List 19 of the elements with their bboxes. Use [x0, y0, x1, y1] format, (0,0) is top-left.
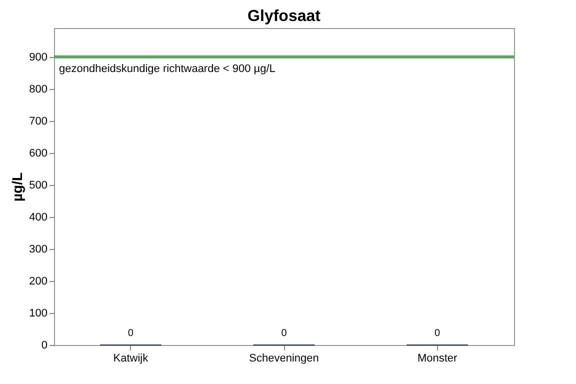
data-label: 0 [128, 328, 134, 339]
x-tick-label: Katwijk [113, 352, 149, 364]
y-axis-title: µg/L [9, 172, 26, 202]
y-tick-label: 800 [29, 83, 48, 96]
y-tick-label: 200 [29, 275, 48, 288]
ref-line-label: gezondheidskundige richtwaarde < 900 µg/L [59, 62, 276, 75]
y-tick-label: 500 [29, 179, 48, 192]
y-tick-label: 100 [29, 307, 48, 320]
data-label: 0 [434, 328, 441, 339]
data-label: 0 [281, 328, 288, 339]
y-tick-label: 900 [29, 51, 48, 64]
x-tick-label: Scheveningen [249, 352, 319, 364]
y-tick-label: 300 [29, 243, 48, 256]
chart-title: Glyfosaat [248, 8, 322, 25]
x-tick-label: Monster [417, 352, 458, 364]
y-tick-label: 700 [29, 115, 48, 128]
y-tick-label: 400 [29, 211, 48, 224]
y-tick-label: 600 [29, 147, 48, 160]
y-tick-label: 0 [41, 340, 48, 352]
